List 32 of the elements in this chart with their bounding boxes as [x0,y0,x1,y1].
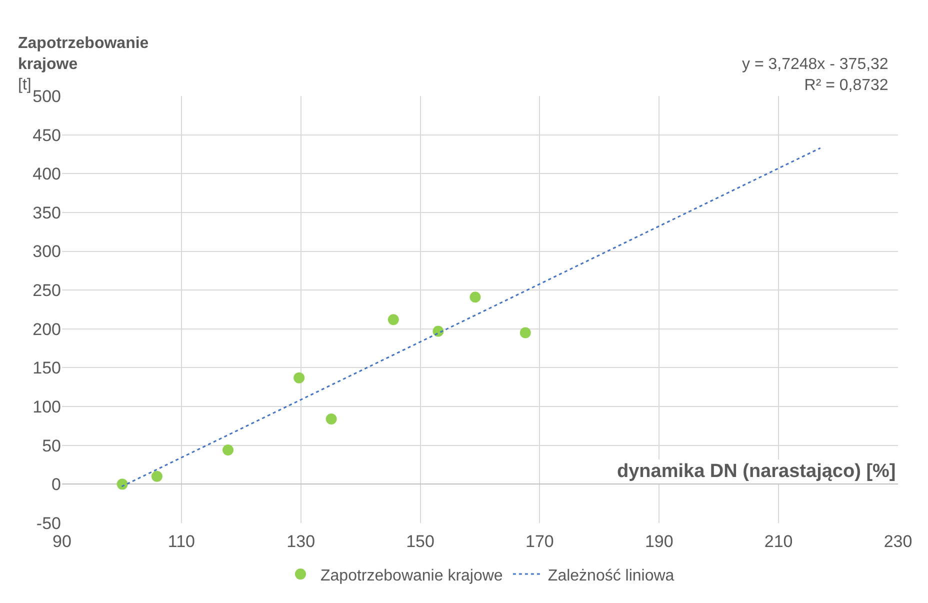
point [326,413,337,424]
y-tick-label: 200 [32,320,61,339]
point [151,470,162,482]
y-tick-label: -50 [36,514,61,533]
y-tick-label: 250 [32,281,61,300]
y-tick-label: 50 [42,436,61,456]
y-tick-label: 300 [32,242,61,262]
y-tick-label: 350 [32,203,61,222]
y-tick-label: 0 [52,475,61,494]
x-tick-label: 110 [168,532,195,551]
y-tick-label: 450 [32,126,61,145]
x-tick-label: 150 [406,532,434,551]
y-tick-label: 150 [32,358,61,378]
y-tick-label: 100 [32,398,61,416]
point [432,326,444,337]
point [222,444,234,456]
point [520,327,531,338]
legend-label: Zapotrzebowanie krajowe [320,567,503,584]
legend-label: Zależność liniowa [548,567,674,584]
x-tick-label: 130 [286,532,316,551]
x-tick-label: 210 [764,532,793,551]
point [388,314,399,326]
point [116,478,128,490]
x-tick-label: 90 [52,532,72,551]
x-tick-label: 170 [526,532,554,551]
x-axis-title: dynamika DN (narastająco) [%] [617,461,896,482]
y-tick-label: 400 [32,164,61,184]
text: y = 3,7248x - 375,32 R² = 0,8732 [742,56,888,94]
x-tick-label: 190 [644,532,674,551]
x-tick-label: 230 [884,532,912,551]
point [470,292,481,303]
point [294,372,305,384]
